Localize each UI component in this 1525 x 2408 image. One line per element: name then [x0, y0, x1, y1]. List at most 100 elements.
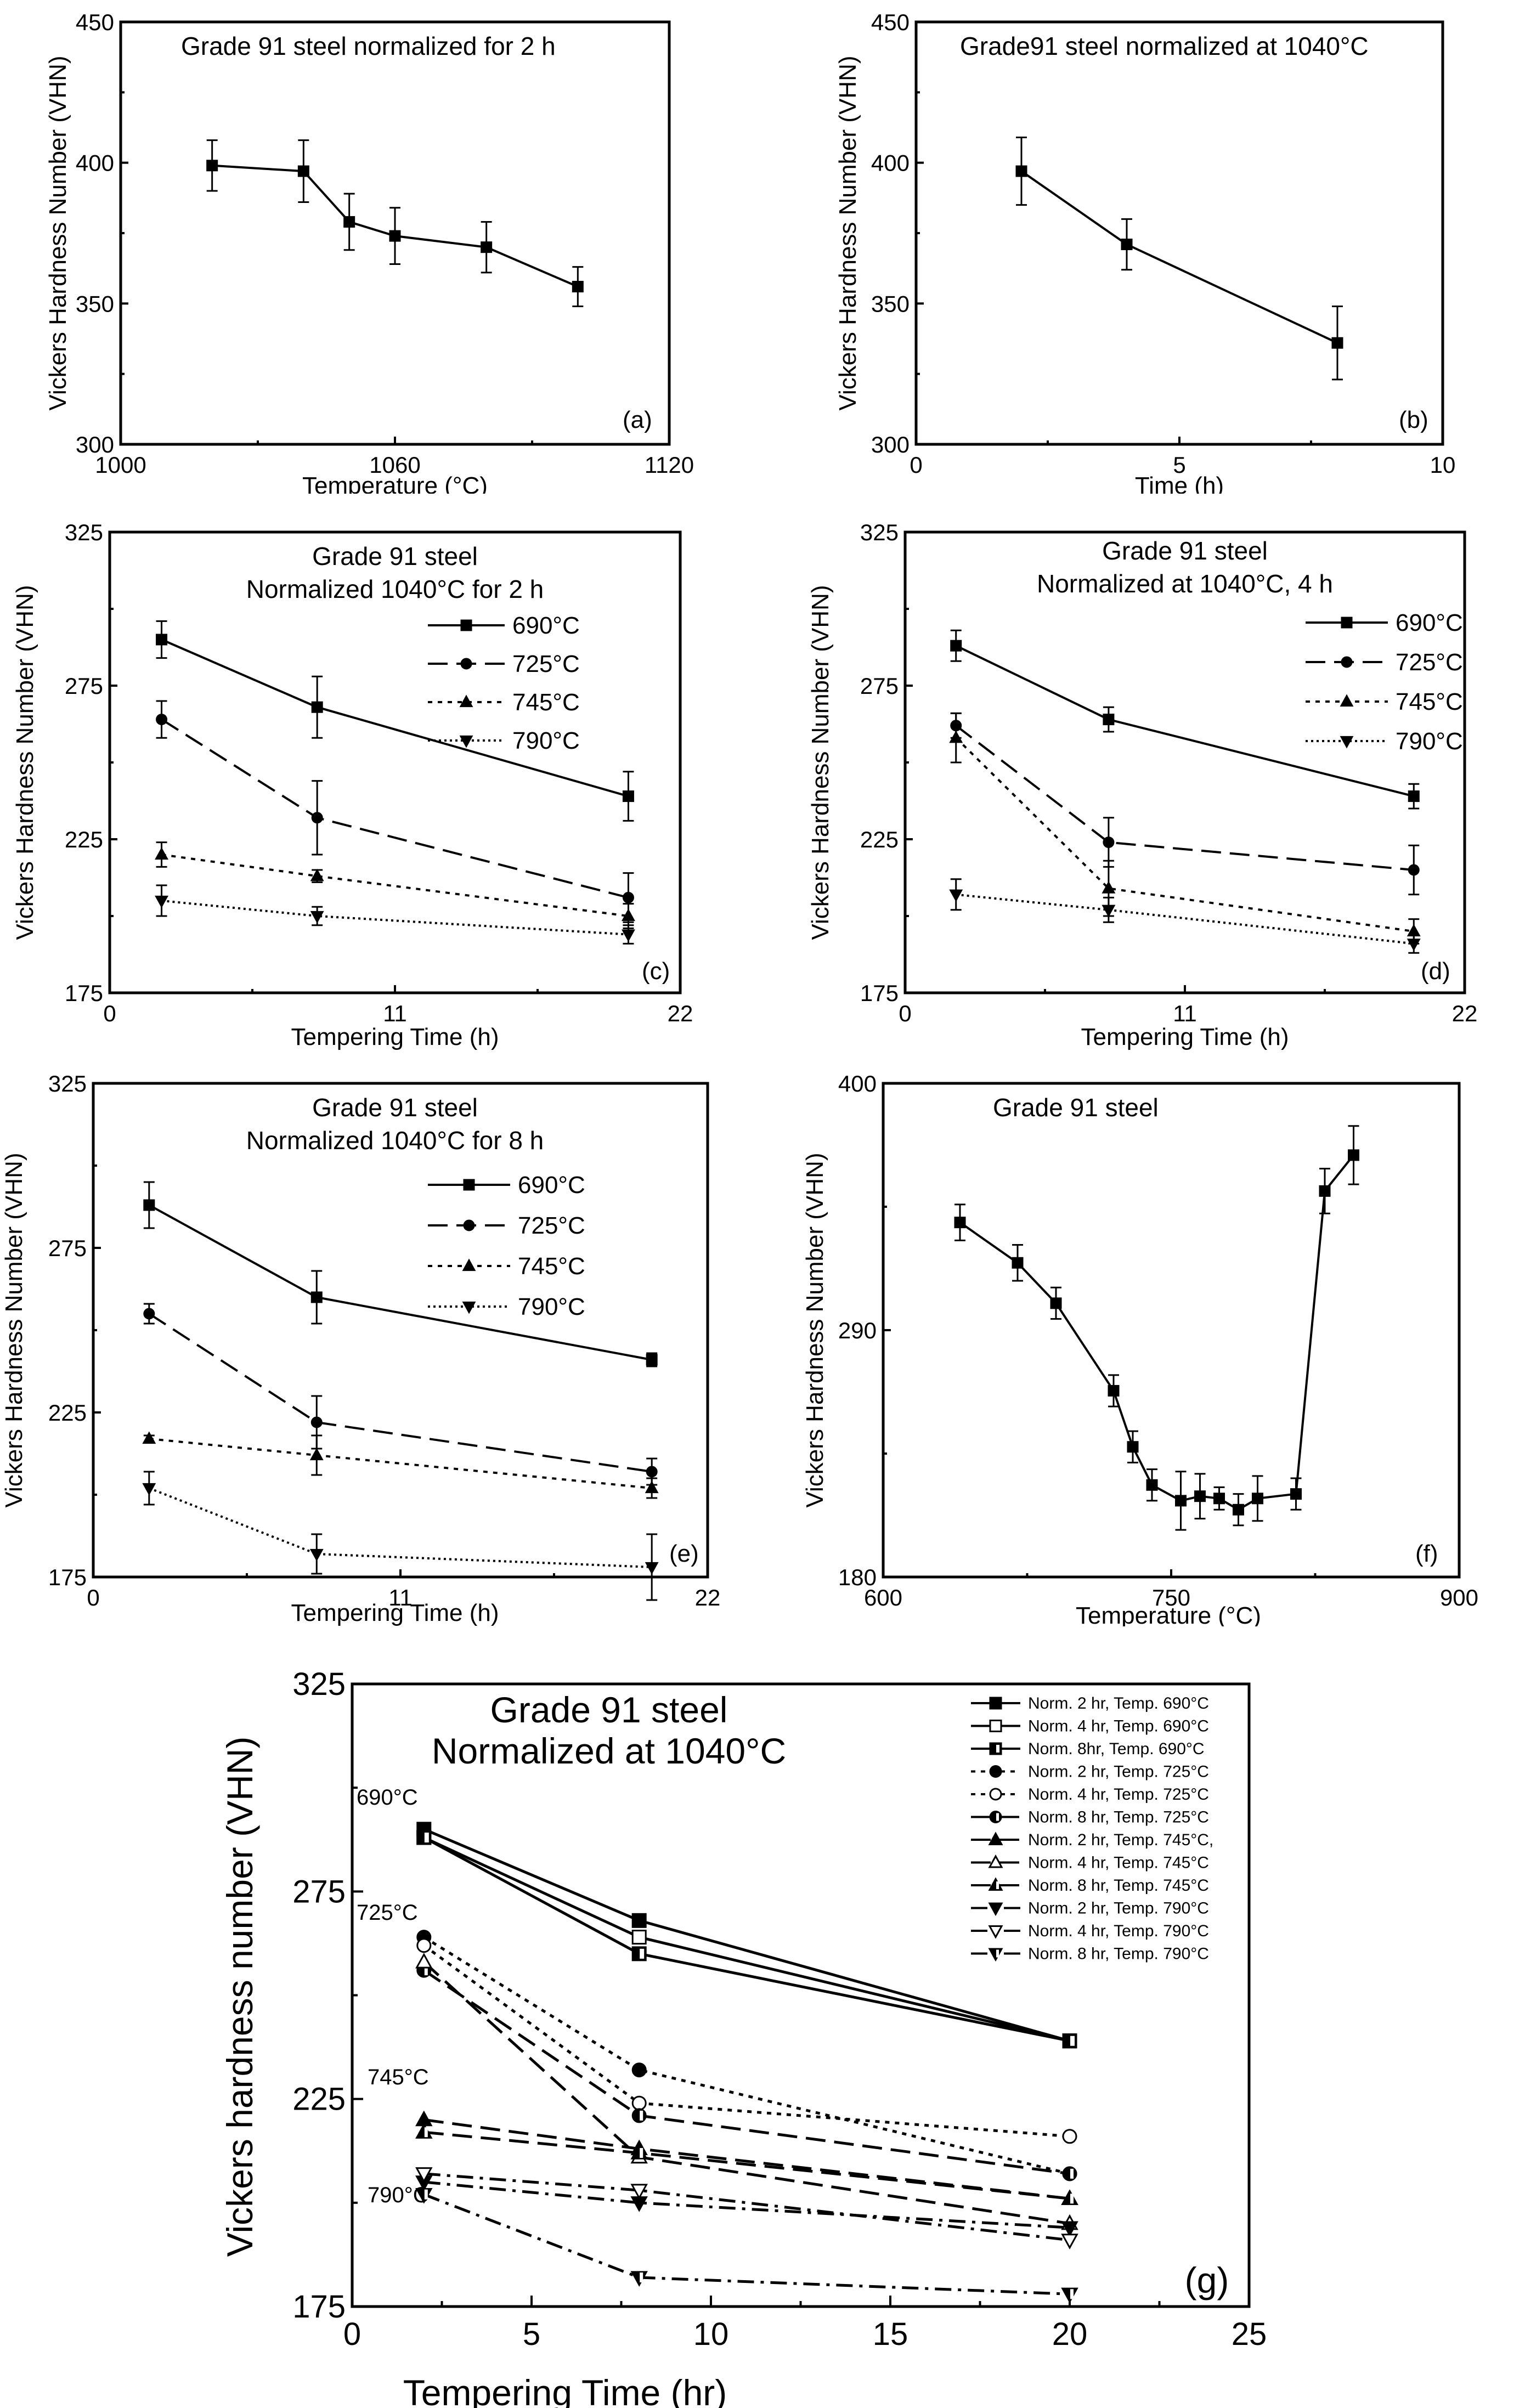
chart-c: Grade 91 steel Normalized 1040°C for 2 h… — [12, 519, 693, 1050]
data-point — [1407, 939, 1421, 951]
legend: 690°C 725°C 745°C 790°C — [428, 612, 580, 754]
data-point-half-fill — [424, 2189, 428, 2200]
legend-item: Norm. 8hr, Temp. 690°C — [971, 1740, 1205, 1758]
series-line — [149, 1438, 652, 1489]
chart-title: Grade 91 steel — [1102, 536, 1268, 565]
x-tick-label: 0 — [910, 452, 922, 478]
series-Norm. 2 hr, Temp. 690°C — [416, 1822, 1077, 2049]
series-line — [149, 1487, 652, 1568]
y-axis-label: Vickers Hardness Number (VHN) — [801, 1152, 828, 1507]
x-axis-label: Tempering Time (h) — [291, 1599, 499, 1626]
data-point — [631, 2062, 647, 2078]
legend-item: 745°C — [1306, 688, 1463, 715]
x-tick-label: 750 — [1152, 1585, 1190, 1610]
x-axis-label: Time (h) — [1135, 472, 1224, 494]
y-tick-label: 450 — [76, 9, 114, 35]
x-tick-label: 15 — [873, 2316, 908, 2352]
legend-item: 790°C — [428, 727, 580, 754]
chart-f: Grade 91 steel (f) Temperature (°C) Vick… — [801, 1071, 1478, 1626]
x-tick-label: 10 — [693, 2316, 729, 2352]
x-tick-label: 5 — [523, 2316, 540, 2352]
chart-title: Grade 91 steel — [312, 1093, 478, 1122]
series-line — [423, 1969, 1070, 2175]
y-tick-label: 275 — [292, 1874, 346, 1909]
y-axis-label: Vickers Hardness Number (VHN) — [834, 55, 861, 410]
data-point — [630, 2184, 648, 2200]
x-tick-label: 22 — [695, 1585, 721, 1610]
x-tick-label: 1000 — [95, 452, 146, 478]
chart-g: Grade 91 steel Normalized at 1040°C Temp… — [219, 1666, 1267, 2408]
chart-title: Grade91 steel normalized at 1040°C — [960, 32, 1369, 60]
y-tick-label: 275 — [65, 673, 103, 699]
y-tick-label: 400 — [838, 1071, 877, 1096]
legend-label: 745°C — [512, 689, 580, 716]
legend-marker — [1341, 656, 1353, 668]
y-tick-label: 325 — [860, 519, 899, 545]
y-tick-label: 300 — [871, 432, 910, 457]
legend-marker-half-fill — [996, 1881, 999, 1889]
x-axis-label: Tempering Time (h) — [1081, 1024, 1289, 1050]
series-line — [161, 900, 629, 936]
legend-item: Norm. 8 hr, Temp. 745°C — [971, 1876, 1209, 1895]
data-point — [415, 1953, 433, 1969]
series-745°C — [155, 841, 635, 929]
legend-marker — [460, 619, 472, 631]
legend-marker — [463, 1219, 475, 1231]
y-tick-label: 350 — [76, 291, 114, 316]
chart-subtitle: Normalized at 1040°C, 4 h — [1037, 569, 1333, 598]
series-Norm. 2 hr, Temp. 790°C — [415, 2175, 1078, 2237]
data-point — [1103, 714, 1115, 726]
legend: 690°C 725°C 745°C 790°C — [1306, 609, 1463, 755]
series-line — [423, 2130, 1070, 2200]
legend-label: Norm. 8 hr, Temp. 745°C — [1028, 1876, 1209, 1895]
legend-label: 725°C — [518, 1212, 585, 1239]
series-line — [212, 164, 579, 288]
data-point — [142, 1483, 156, 1496]
legend-marker — [988, 1902, 1003, 1917]
y-axis-label: Vickers Hardness Number (VHN) — [807, 585, 834, 940]
data-point — [1319, 1185, 1331, 1197]
data-point — [1408, 864, 1420, 876]
data-point — [949, 889, 963, 902]
data-point-half-fill — [640, 1948, 645, 1959]
chart-subtitle: Normalized 1040°C for 2 h — [246, 575, 544, 603]
series-790°C — [949, 878, 1421, 954]
legend-marker — [462, 1301, 476, 1314]
data-point — [309, 1548, 324, 1562]
series-line — [161, 853, 629, 917]
x-tick-label: 600 — [864, 1585, 902, 1610]
y-tick-label: 175 — [292, 2289, 346, 2325]
x-tick-label: 0 — [899, 1000, 911, 1026]
data-point — [950, 640, 962, 652]
series-line — [423, 1961, 1070, 2225]
legend-item: Norm. 8 hr, Temp. 725°C — [971, 1808, 1209, 1827]
legend-label: Norm. 2 hr, Temp. 690°C — [1028, 1694, 1209, 1712]
chart-subtitle: Normalized 1040°C for 8 h — [246, 1126, 544, 1155]
legend-item: Norm. 2 hr, Temp. 790°C — [971, 1900, 1209, 1918]
series-Grade 91 — [954, 1125, 1359, 1531]
data-point — [309, 1448, 324, 1461]
legend-item: Norm. 2 hr, Temp. 690°C — [971, 1694, 1209, 1712]
data-point — [1213, 1493, 1225, 1505]
series-725°C — [156, 700, 634, 923]
y-axis-label: Vickers Hardness Number (VHN) — [12, 585, 38, 940]
data-point — [646, 1466, 658, 1478]
series-line — [423, 1944, 1070, 2138]
y-tick-label: 400 — [76, 150, 114, 176]
legend-label: 790°C — [512, 727, 580, 754]
data-point — [310, 868, 324, 881]
legend-item: 725°C — [1306, 649, 1463, 676]
series-Grade 91 — [206, 139, 584, 307]
data-point-half-fill — [1070, 2168, 1074, 2179]
data-point — [1062, 2129, 1077, 2144]
legend-label: Norm. 4 hr, Temp. 745°C — [1028, 1854, 1209, 1872]
legend-marker — [988, 1925, 1003, 1939]
data-point — [954, 1217, 966, 1229]
data-point — [343, 216, 355, 228]
chart-title: Grade 91 steel — [490, 1689, 728, 1730]
series-790°C — [142, 1471, 659, 1601]
x-tick-label: 0 — [103, 1000, 116, 1026]
data-point — [949, 730, 963, 743]
data-point — [155, 895, 168, 908]
x-tick-label: 1120 — [645, 452, 694, 478]
